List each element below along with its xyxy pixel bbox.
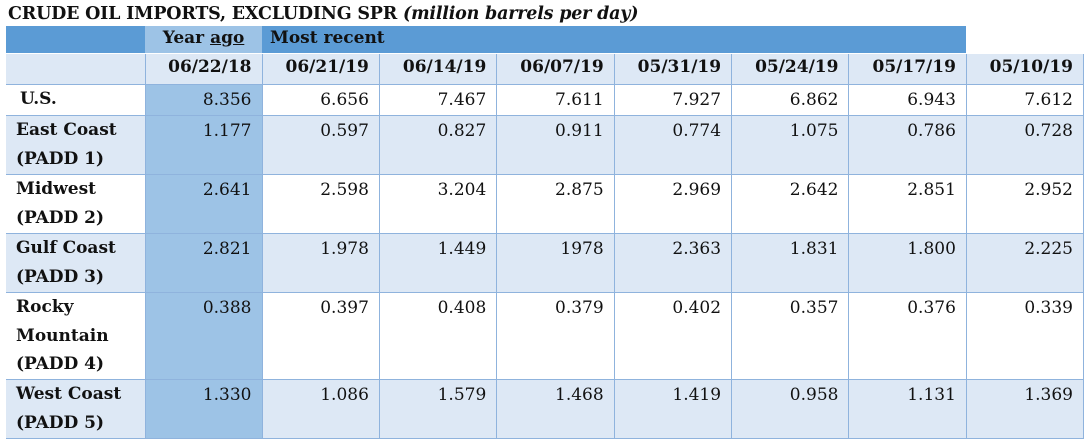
row-label-line: (PADD 5) (16, 412, 105, 433)
cell-value: 2.225 (966, 233, 1085, 293)
date-header: 05/24/19 (731, 53, 850, 85)
cell-value: 0.786 (848, 115, 967, 175)
cell-value: 0.958 (731, 379, 850, 439)
row-label-line: (PADD 2) (16, 207, 105, 228)
table-row: Gulf Coast (PADD 3) 2.821 1.978 1.449 1978 2.3… (6, 233, 1085, 293)
year-ago-value: 8.356 (145, 84, 263, 116)
cell-value: 0.339 (966, 292, 1085, 380)
row-label-line: (PADD 4) (16, 354, 105, 374)
date-header: 06/22/18 (145, 53, 263, 85)
cell-value: 2.642 (731, 174, 850, 234)
cell-value: 2.952 (966, 174, 1085, 234)
row-label-line: West Coast (16, 384, 122, 404)
table-body: U.S. 8.356 6.656 7.467 7.611 7.927 6.862 6.943 7… (6, 84, 1085, 439)
date-header: 06/14/19 (379, 53, 498, 85)
cell-value: 2.875 (496, 174, 615, 234)
cell-value: 7.612 (966, 84, 1085, 116)
row-label-line: U.S. (20, 89, 57, 109)
cell-value: 7.611 (496, 84, 615, 116)
cell-value: 3.204 (379, 174, 498, 234)
year-ago-value: 1.177 (145, 115, 263, 175)
cell-value: 0.376 (848, 292, 967, 380)
row-label-line: Mountain (16, 325, 109, 346)
group-header-row: Year ago Most recent (6, 26, 1084, 54)
date-header: 05/10/19 (966, 53, 1085, 85)
cell-value: 2.598 (262, 174, 380, 234)
year-ago-prefix: Year (162, 28, 211, 48)
cell-value: 0.408 (379, 292, 498, 380)
crude-imports-table: Year ago Most recent 06/22/18 06/21/19 06/… (6, 26, 1085, 439)
cell-value: 7.927 (614, 84, 733, 116)
row-label-line: Rocky (16, 297, 74, 317)
cell-value: 1.800 (848, 233, 967, 293)
row-label: Gulf Coast (PADD 3) (6, 233, 146, 293)
table-row: Rocky Mountain (PADD 4) 0.388 0.397 0.408 0.37… (6, 292, 1085, 380)
cell-value: 6.943 (848, 84, 967, 116)
cell-value: 1.075 (731, 115, 850, 175)
cell-value: 1.369 (966, 379, 1085, 439)
cell-value: 7.467 (379, 84, 498, 116)
table-row: U.S. 8.356 6.656 7.467 7.611 7.927 6.862 6.943 7… (6, 84, 1085, 116)
cell-value: 0.774 (614, 115, 733, 175)
year-ago-value: 2.641 (145, 174, 263, 234)
cell-value: 0.911 (496, 115, 615, 175)
row-label: East Coast (PADD 1) (6, 115, 146, 175)
cell-value: 0.379 (496, 292, 615, 380)
cell-value: 1.086 (262, 379, 380, 439)
cell-value: 6.862 (731, 84, 850, 116)
cell-value: 0.402 (614, 292, 733, 380)
cell-value: 0.728 (966, 115, 1085, 175)
row-label-line: East Coast (16, 120, 117, 140)
most-recent-header: Most recent (262, 26, 967, 54)
row-label: West Coast (PADD 5) (6, 379, 146, 439)
cell-value: 2.969 (614, 174, 733, 234)
table-title: CRUDE OIL IMPORTS, EXCLUDING SPR (millio… (8, 4, 639, 24)
date-header: 06/21/19 (262, 53, 380, 85)
row-label-line: Midwest (16, 179, 97, 199)
year-ago-value: 0.388 (145, 292, 263, 380)
year-ago-value: 2.821 (145, 233, 263, 293)
cell-value: 0.397 (262, 292, 380, 380)
cell-value: 1978 (496, 233, 615, 293)
row-label: U.S. (6, 84, 146, 116)
cell-value: 1.449 (379, 233, 498, 293)
row-label-line: (PADD 1) (16, 148, 105, 169)
row-label: Rocky Mountain (PADD 4) (6, 292, 146, 380)
header-blank (6, 26, 145, 54)
cell-value: 0.597 (262, 115, 380, 175)
year-ago-header: Year ago (145, 26, 262, 54)
cell-value: 2.851 (848, 174, 967, 234)
date-header: 05/17/19 (848, 53, 967, 85)
title-main: CRUDE OIL IMPORTS, EXCLUDING SPR (8, 4, 398, 24)
title-unit: (million barrels per day) (402, 4, 639, 24)
cell-value: 1.468 (496, 379, 615, 439)
date-header: 05/31/19 (614, 53, 733, 85)
cell-value: 1.579 (379, 379, 498, 439)
table-row: East Coast (PADD 1) 1.177 0.597 0.827 0.911 0.… (6, 115, 1085, 175)
row-label-line: (PADD 3) (16, 266, 105, 287)
date-header-row: 06/22/18 06/21/19 06/14/19 06/07/19 05/31/19… (6, 53, 1085, 85)
table-row: Midwest (PADD 2) 2.641 2.598 3.204 2.875 2.969… (6, 174, 1085, 234)
row-label: Midwest (PADD 2) (6, 174, 146, 234)
year-ago-underlined: ago (210, 28, 245, 48)
row-label-line: Gulf Coast (16, 238, 116, 258)
table-row: West Coast (PADD 5) 1.330 1.086 1.579 1.468 1.… (6, 379, 1085, 439)
cell-value: 1.419 (614, 379, 733, 439)
cell-value: 2.363 (614, 233, 733, 293)
cell-value: 1.131 (848, 379, 967, 439)
date-header: 06/07/19 (496, 53, 615, 85)
year-ago-value: 1.330 (145, 379, 263, 439)
cell-value: 1.831 (731, 233, 850, 293)
cell-value: 1.978 (262, 233, 380, 293)
cell-value: 6.656 (262, 84, 380, 116)
date-header-blank (6, 53, 146, 85)
cell-value: 0.827 (379, 115, 498, 175)
cell-value: 0.357 (731, 292, 850, 380)
